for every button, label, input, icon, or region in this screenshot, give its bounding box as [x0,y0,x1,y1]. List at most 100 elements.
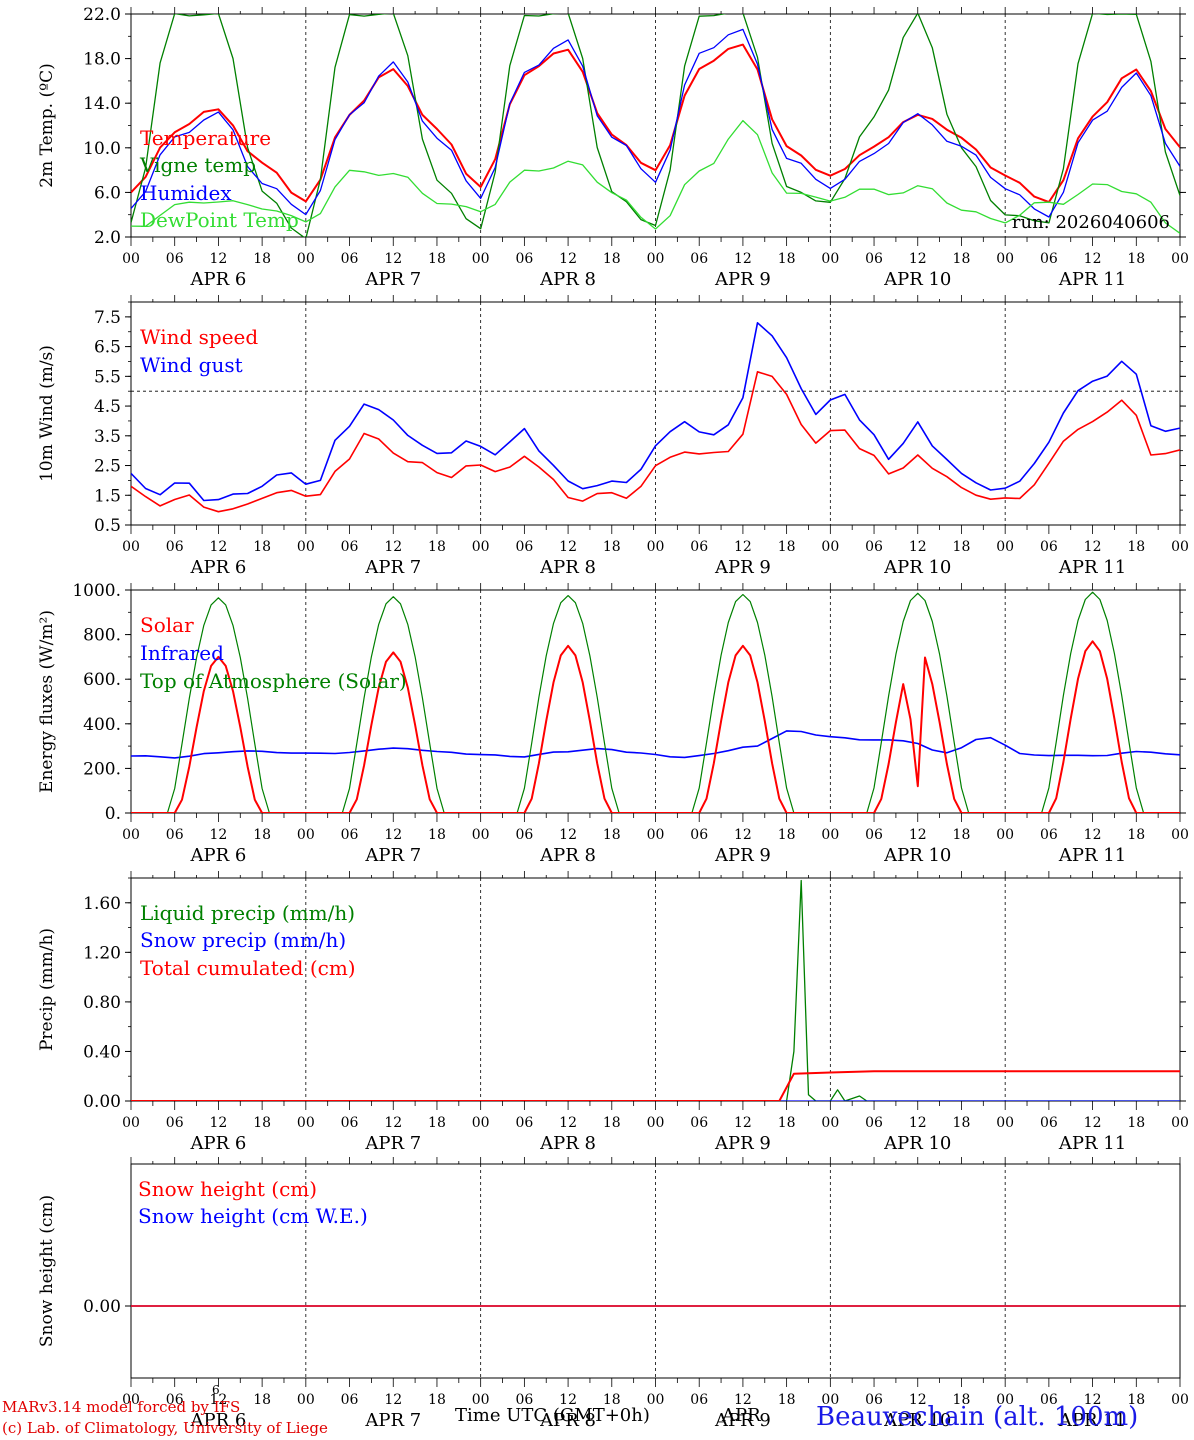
hour-tick-label: 18 [778,1392,796,1408]
hour-tick-label: 12 [1084,251,1102,267]
hour-tick-label: 00 [1171,827,1189,843]
day-label: APR 9 [714,1410,771,1431]
day-label: APR 10 [883,1133,951,1154]
hour-tick-label: 06 [166,1115,184,1131]
day-label: APR 9 [714,269,771,290]
hour-tick-label: 06 [1040,251,1058,267]
hour-tick-label: 00 [1171,251,1189,267]
day-label: APR 6 [189,269,246,290]
hour-tick-label: 12 [559,1392,577,1408]
credit-superscript: 6 [212,1383,220,1397]
y-axis-title: Snow height (cm) [37,1195,57,1347]
day-label: APR 7 [364,269,421,290]
hour-tick-label: 00 [996,251,1014,267]
hour-tick-label: 00 [647,539,665,555]
hour-tick-label: 12 [559,827,577,843]
station-name: Beauvechain (alt. 100m) [816,1402,1139,1432]
hour-tick-label: 00 [472,1115,490,1131]
series-line-liquid-precip-mm-h- [131,879,1180,1101]
hour-tick-label: 00 [122,827,140,843]
legend-entry: Vigne temp [139,153,256,177]
hour-tick-label: 12 [559,1115,577,1131]
day-label: APR 9 [714,1133,771,1154]
legend-entry: Snow height (cm W.E.) [138,1204,368,1228]
legend-entry: Snow height (cm) [138,1177,317,1201]
hour-tick-label: 12 [909,1115,927,1131]
series-line-solar [131,640,1180,813]
y-tick-label: 0.40 [83,1042,121,1062]
hour-tick-label: 00 [472,1392,490,1408]
hour-tick-label: 06 [865,251,883,267]
day-label: APR 6 [189,557,246,578]
hour-tick-label: 00 [122,539,140,555]
y-tick-label: 6.0 [94,183,121,203]
hour-tick-label: 00 [1171,539,1189,555]
hour-tick-label: 06 [865,1392,883,1408]
panel-2: 00 06 12 18 00 06 12 18 00 06 12 18 00 06 12 18 00 06 12 18… [37,295,1189,578]
day-label: APR 8 [539,269,596,290]
hour-tick-label: 18 [953,1392,971,1408]
hour-tick-label: 06 [690,1115,708,1131]
hour-tick-label: 18 [778,827,796,843]
hour-tick-label: 18 [428,539,446,555]
hour-tick-label: 18 [428,1392,446,1408]
hour-tick-label: 18 [428,251,446,267]
hour-tick-label: 06 [1040,827,1058,843]
panel-3: 00 06 12 18 00 06 12 18 00 06 12 18 00 06 12 18 00 06 12 18… [37,581,1189,866]
hour-tick-label: 00 [996,827,1014,843]
hour-tick-label: 00 [647,1115,665,1131]
day-label: APR 9 [714,845,771,866]
x-axis-title: Time UTC (GMT+0h) [455,1405,650,1426]
hour-tick-label: 18 [953,1115,971,1131]
hour-tick-label: 06 [166,1392,184,1408]
hour-tick-label: 00 [122,1392,140,1408]
hour-tick-label: 12 [1084,539,1102,555]
day-label: APR 6 [189,1133,246,1154]
y-tick-label: 800. [83,626,121,646]
hour-tick-label: 12 [909,1392,927,1408]
credit-model: MARv3.14 model forced by IFS [2,1398,241,1416]
legend-entry: Top of Atmosphere (Solar) [140,669,407,693]
y-axis-title: Energy fluxes (W/m²) [37,610,57,793]
data-layer [131,321,1180,513]
hour-tick-label: 06 [690,539,708,555]
legend-entry: Wind speed [140,325,258,349]
hour-tick-label: 00 [297,251,315,267]
hour-tick-label: 06 [1040,539,1058,555]
hour-tick-label: 00 [472,827,490,843]
hour-tick-label: 12 [1084,827,1102,843]
hour-tick-label: 06 [341,539,359,555]
data-layer [131,591,1180,813]
hour-tick-label: 00 [647,251,665,267]
hour-tick-label: 18 [428,1115,446,1131]
legend-entry: Humidex [140,181,232,205]
y-tick-label: 0.00 [83,1297,121,1317]
hour-tick-label: 18 [253,539,271,555]
hour-tick-label: 06 [341,827,359,843]
y-tick-label: 2.5 [94,457,121,477]
hour-tick-label: 12 [559,251,577,267]
hour-tick-label: 12 [384,251,402,267]
y-axis-title: Precip (mm/h) [37,928,57,1051]
hour-tick-label: 12 [384,827,402,843]
day-label: APR 6 [189,845,246,866]
y-tick-label: 6.5 [94,338,121,358]
hour-tick-label: 12 [909,539,927,555]
hour-tick-label: 12 [909,827,927,843]
day-label: APR 11 [1058,1133,1126,1154]
y-tick-label: 1000. [72,581,121,601]
hour-tick-label: 00 [821,1115,839,1131]
hour-tick-label: 18 [428,827,446,843]
hour-tick-label: 00 [647,1392,665,1408]
hour-tick-label: 06 [865,827,883,843]
y-tick-label: 1.20 [83,943,121,963]
hour-tick-label: 00 [996,1392,1014,1408]
hour-tick-label: 06 [341,251,359,267]
series-line-total-cumulated-cm- [131,1070,1180,1101]
y-tick-label: 0.00 [83,1092,121,1112]
hour-tick-label: 00 [1171,1115,1189,1131]
hour-tick-label: 06 [515,1115,533,1131]
hour-tick-label: 00 [297,827,315,843]
hour-tick-label: 18 [778,539,796,555]
y-tick-label: 10.0 [83,139,121,159]
